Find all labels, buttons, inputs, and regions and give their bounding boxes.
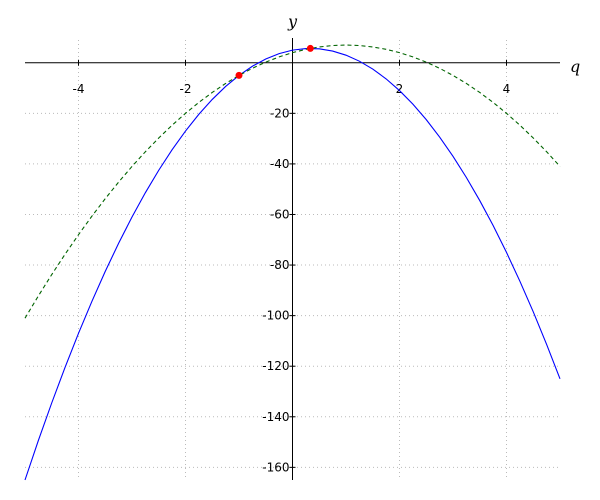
y-tick-label: -60 <box>270 207 290 221</box>
y-tick-label: -80 <box>270 258 290 272</box>
x-tick-label: -2 <box>180 82 192 96</box>
y-tick-label: -20 <box>270 106 290 120</box>
y-axis-label: y <box>287 12 298 31</box>
y-tick-label: -160 <box>262 460 289 474</box>
x-tick-label: 4 <box>503 82 511 96</box>
curve <box>24 44 561 319</box>
x-axis-label: q <box>570 57 580 76</box>
curve <box>24 47 561 481</box>
y-tick-label: -100 <box>262 309 289 323</box>
point <box>306 44 314 52</box>
x-tick-label: 2 <box>396 82 404 96</box>
y-tick-label: -120 <box>262 359 289 373</box>
y-tick-label: -40 <box>270 157 290 171</box>
point <box>235 71 243 79</box>
x-tick-label: -4 <box>73 82 85 96</box>
y-tick-label: -140 <box>262 410 289 424</box>
